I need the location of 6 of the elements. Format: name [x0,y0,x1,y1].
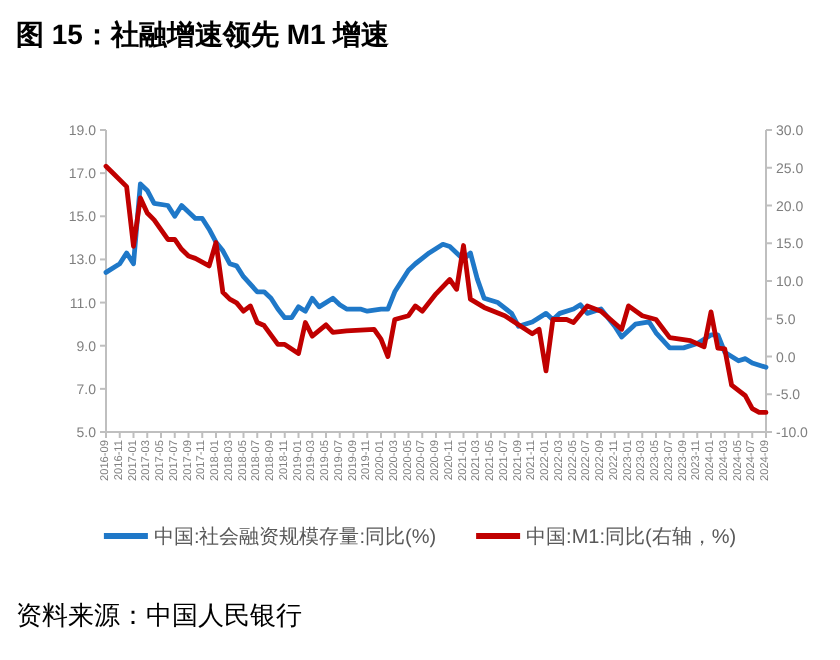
legend-label: 中国:M1:同比(右轴，%) [526,525,737,549]
text: 资料来源：中国人民银行 [16,600,302,630]
chart-title: 图 15：社融增速领先 M1 增速 [16,18,392,50]
legend-label: 中国:社会融资规模存量:同比(%) [153,525,437,549]
line-series [103,181,769,370]
line-series [103,163,769,415]
